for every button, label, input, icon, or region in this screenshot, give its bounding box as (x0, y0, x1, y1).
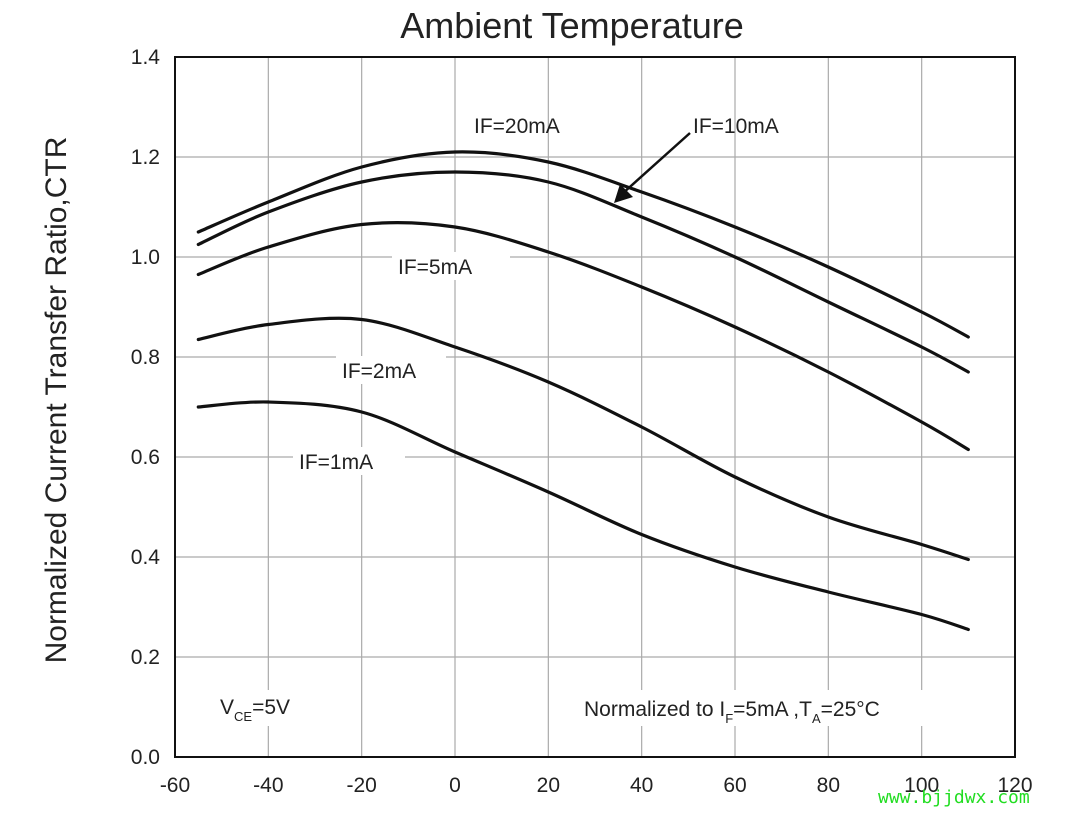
label-bg-2ma (336, 356, 446, 384)
y-tick-label: 1.0 (131, 246, 160, 269)
y-axis-label: Normalized Current Transfer Ratio,CTR (40, 137, 73, 664)
series-line-if-2ma (196, 316, 970, 562)
watermark-text: www.bjjdwx.com (878, 787, 1030, 808)
label-bg-5ma (392, 252, 510, 280)
y-tick-label: 0.4 (131, 546, 161, 569)
x-tick-label: 80 (817, 774, 840, 797)
series-line-if-10ma (196, 170, 970, 374)
y-tick-label: 1.2 (131, 146, 160, 169)
x-tick-label: 100 (904, 774, 939, 797)
y-tick-label: 0.6 (131, 446, 160, 469)
x-tick-label: 120 (997, 774, 1032, 797)
x-tick-label: -40 (253, 774, 283, 797)
x-tick-label: -20 (346, 774, 376, 797)
norm-bg (578, 690, 986, 726)
series-line-if-5ma (196, 221, 970, 452)
chart-title: Ambient Temperature (400, 5, 744, 46)
y-tick-label: 0.8 (131, 346, 160, 369)
tick-labels: -60 -40 -20 0 20 40 60 80 100 120 0.0 0.2 0.4 0.6 0.8 1… (131, 46, 1033, 797)
arrow-head-if-10ma (614, 184, 633, 203)
normalization-annotation: Normalized to IF=5mA ,TA=25°C (584, 698, 880, 726)
y-tick-label: 0.0 (131, 746, 160, 769)
series-line-if-1ma (196, 400, 970, 632)
label-if-10ma: IF=10mA (693, 115, 779, 138)
x-tick-label: 40 (630, 774, 653, 797)
x-tick-label: 0 (449, 774, 461, 797)
x-tick-label: 20 (537, 774, 560, 797)
label-if-2ma: IF=2mA (342, 360, 416, 383)
plot-frame (174, 56, 1016, 758)
x-tick-label: -60 (160, 774, 190, 797)
vce-annotation: VCE=5V (220, 696, 290, 724)
series-lines (196, 150, 970, 632)
label-if-5ma: IF=5mA (398, 256, 472, 279)
y-tick-label: 0.2 (131, 646, 160, 669)
label-bg-1ma (293, 447, 405, 475)
y-tick-label: 1.4 (131, 46, 161, 69)
x-tick-label: 60 (723, 774, 746, 797)
vce-bg (214, 690, 318, 726)
series-line-if-20ma (196, 150, 970, 339)
label-if-1ma: IF=1mA (299, 451, 373, 474)
arrow-shaft-if-10ma (621, 132, 691, 195)
label-if-20ma: IF=20mA (474, 115, 560, 138)
